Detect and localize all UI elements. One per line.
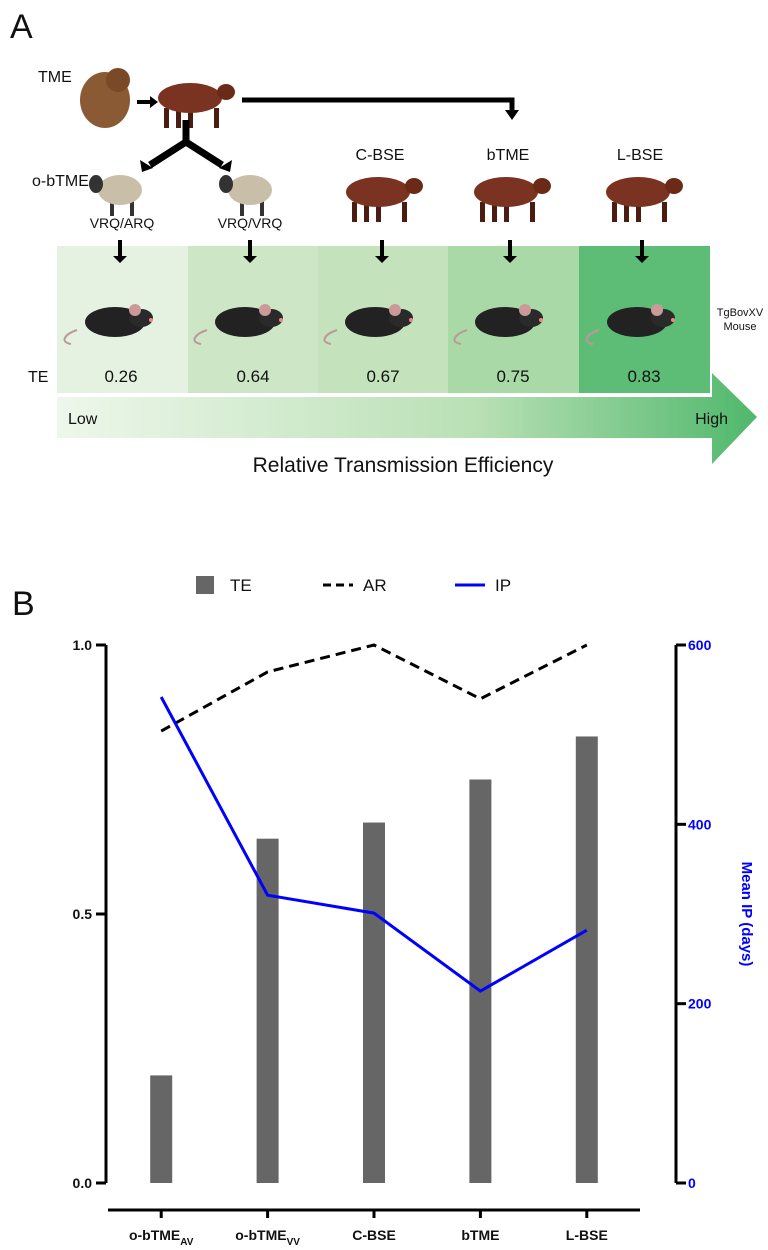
y2-tick-label: 0	[688, 1175, 696, 1191]
arrow-head	[150, 96, 158, 108]
cow-icon	[346, 177, 423, 222]
bar	[363, 822, 385, 1183]
y2-axis-label: Mean IP (days)	[738, 862, 755, 967]
arrow-head	[505, 110, 519, 120]
axis-title: Relative Transmission Efficiency	[253, 454, 554, 477]
y-tick-label: 0.0	[73, 1175, 93, 1191]
legend-label: AR	[363, 576, 387, 595]
cow-icon	[606, 177, 683, 222]
x-tick-text: o-bTME	[129, 1227, 180, 1243]
te-value: 0.67	[366, 367, 399, 386]
mouse-label: TgBovXV	[717, 307, 764, 319]
line-series	[160, 643, 588, 733]
branch-arrow	[148, 120, 224, 168]
strain-label: bTME	[487, 147, 530, 164]
te-value: 0.75	[496, 367, 529, 386]
sheep-icon	[89, 175, 142, 216]
y2-tick-label: 200	[688, 996, 712, 1012]
mink-icon	[80, 68, 130, 128]
legend-label: IP	[495, 576, 511, 595]
panel-label: A	[10, 8, 33, 46]
x-tick-text: bTME	[461, 1227, 499, 1243]
x-tick-label: o-bTMEVV	[235, 1227, 300, 1245]
low-label: Low	[68, 411, 98, 428]
cow-icon	[158, 83, 235, 128]
mouse-label: Mouse	[723, 321, 756, 333]
x-tick-label: bTME	[461, 1227, 499, 1243]
high-label: High	[695, 411, 728, 428]
x-tick-text: C-BSE	[352, 1227, 396, 1243]
y2-tick-label: 600	[688, 637, 712, 653]
strain-label: o-bTME	[32, 173, 89, 190]
bar	[150, 1075, 173, 1183]
strain-label: L-BSE	[617, 147, 663, 164]
source-label: TME	[38, 69, 72, 86]
y-tick-label: 1.0	[73, 637, 93, 653]
te-label: TE	[28, 369, 48, 386]
x-tick-label: o-bTMEAV	[129, 1227, 194, 1245]
genotype-label: VRQ/ARQ	[90, 215, 155, 231]
y2-tick-label: 400	[688, 816, 712, 832]
x-tick-label: L-BSE	[566, 1227, 608, 1243]
te-value: 0.26	[104, 367, 137, 386]
x-tick-subscript: VV	[287, 1237, 301, 1245]
bar	[575, 736, 598, 1183]
arrow	[242, 97, 515, 112]
line-series	[159, 696, 588, 993]
x-tick-text: o-bTME	[235, 1227, 286, 1243]
down-arrows	[113, 240, 649, 263]
efficiency-arrow	[57, 373, 757, 464]
legend-label: TE	[230, 576, 252, 595]
te-value: 0.83	[627, 367, 660, 386]
bar	[256, 838, 279, 1183]
genotype-label: VRQ/VRQ	[218, 215, 283, 231]
te-value: 0.64	[236, 367, 269, 386]
x-tick-label: C-BSE	[352, 1227, 396, 1243]
strain-label: C-BSE	[356, 147, 405, 164]
x-tick-text: L-BSE	[566, 1227, 608, 1243]
x-tick-subscript: AV	[180, 1237, 193, 1245]
cow-icon	[474, 177, 551, 222]
sheep-icon	[219, 175, 272, 216]
legend-swatch	[196, 576, 214, 594]
bar	[469, 779, 492, 1183]
panel-label: B	[12, 585, 35, 623]
y-tick-label: 0.5	[73, 906, 93, 922]
